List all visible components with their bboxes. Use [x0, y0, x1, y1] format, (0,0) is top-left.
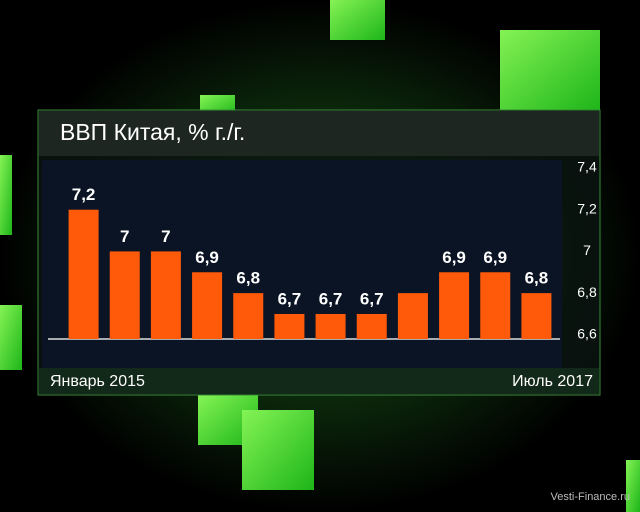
y-tick-label: 7,2 [577, 200, 597, 216]
bar [109, 251, 140, 339]
footer-bar [39, 368, 599, 394]
bar [397, 293, 428, 339]
value-label: 6,9 [483, 248, 507, 267]
value-label: 7,2 [72, 185, 96, 204]
y-tick-label: 6,6 [577, 326, 597, 342]
x-tick-label: Июль 2017 [512, 373, 593, 390]
bar [315, 313, 346, 339]
bar [192, 272, 223, 339]
bar [68, 209, 99, 339]
value-label: 6,7 [360, 289, 384, 308]
bar [150, 251, 181, 339]
value-label: 7 [161, 227, 170, 246]
bar [480, 272, 511, 339]
value-label: 6,8 [525, 269, 549, 288]
y-tick-label: 7 [583, 242, 591, 258]
bar [274, 313, 305, 339]
y-tick-label: 6,8 [577, 284, 597, 300]
value-label: 7 [120, 227, 129, 246]
x-tick-label: Январь 2015 [50, 373, 145, 390]
bar [521, 293, 552, 339]
bar [439, 272, 470, 339]
bar [356, 313, 387, 339]
watermark: Vesti-Finance.ru [551, 491, 630, 503]
title-bar [39, 111, 599, 156]
value-label: 6,7 [278, 289, 302, 308]
bar [233, 293, 264, 339]
value-label: 6,8 [236, 269, 260, 288]
chart-title: ВВП Китая, % г./г. [60, 119, 245, 145]
value-label: 6,9 [442, 248, 466, 267]
y-tick-label: 7,4 [577, 159, 597, 175]
value-label: 6,7 [319, 289, 343, 308]
value-label: 6,9 [195, 248, 219, 267]
